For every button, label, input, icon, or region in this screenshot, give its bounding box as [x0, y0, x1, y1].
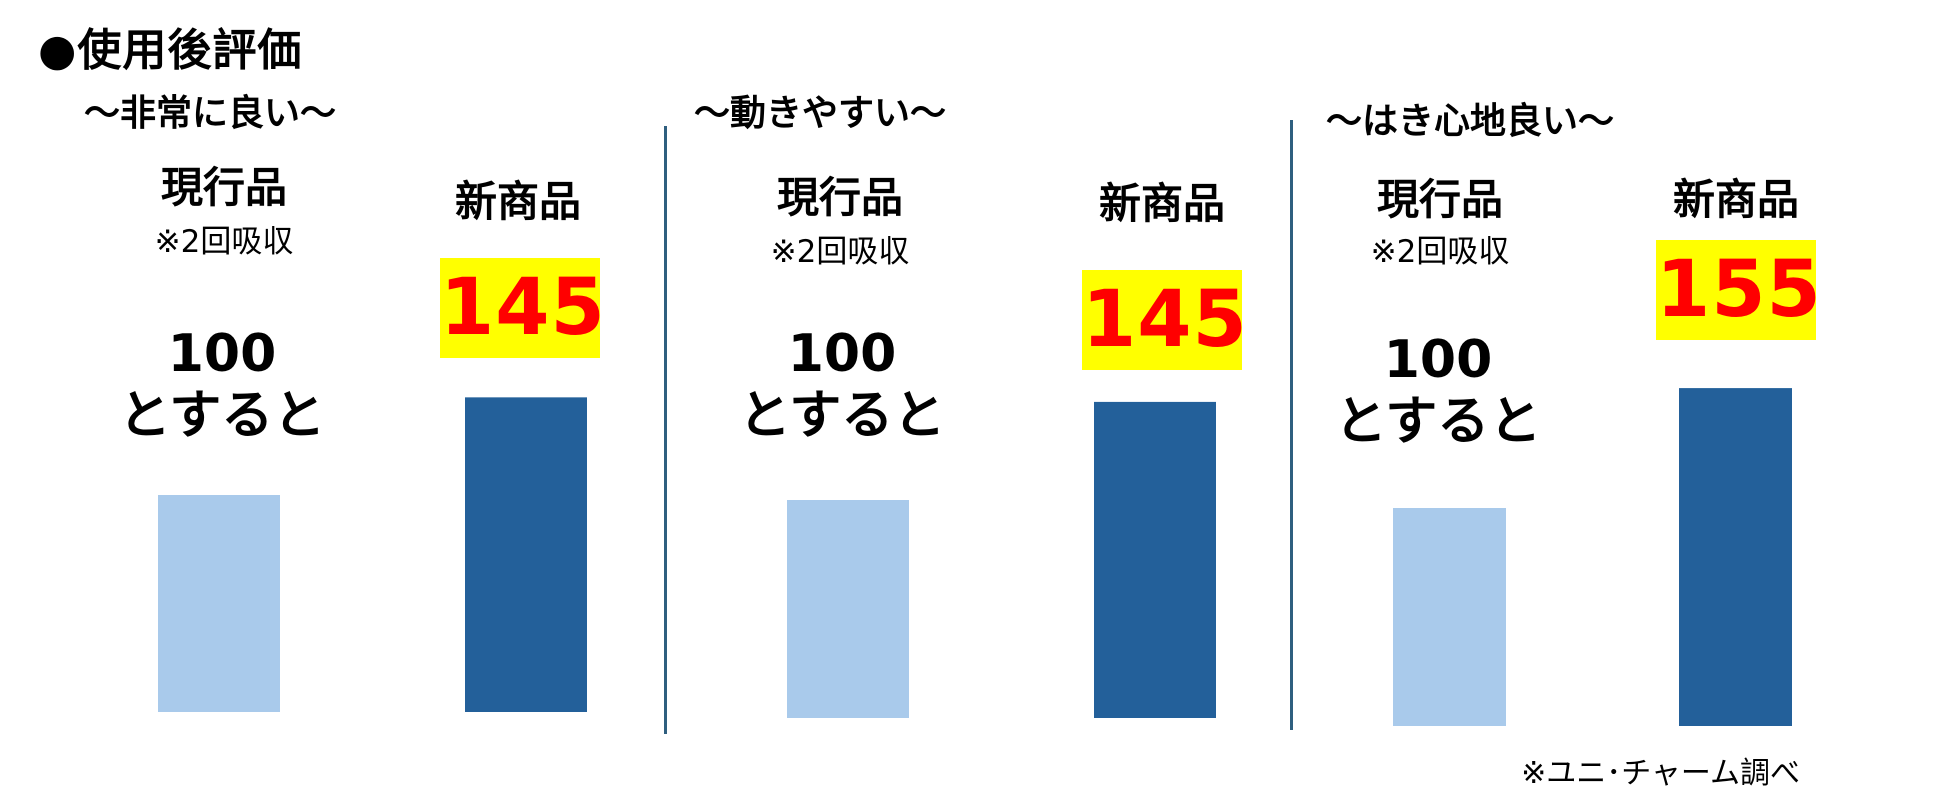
panel-2-new-value-badge: 145 [1082, 270, 1247, 370]
panel-2-base-value: 100 [787, 324, 897, 384]
panel-1-current-label: 現行品 [160, 163, 287, 212]
panel-1-bar-current [158, 495, 280, 712]
panel-divider-1 [664, 126, 667, 734]
panel-3-base-suffix: とすると [1334, 392, 1542, 452]
page-title: ●使用後評価 [38, 25, 303, 76]
panel-2-new-label: 新商品 [1098, 179, 1225, 228]
panel-2-bar-new [1094, 401, 1216, 718]
panel-1-base-suffix: とすると [118, 386, 326, 446]
panel-2-current-label: 現行品 [776, 173, 903, 222]
panel-3-subtitle: 〜はき心地良い〜 [1326, 101, 1615, 142]
panel-1-current-note: ※2回吸収 [154, 224, 294, 260]
panel-1-new-value-badge: 145 [440, 258, 605, 358]
panel-2-current-note: ※2回吸収 [770, 234, 910, 270]
panel-1-base-value: 100 [167, 324, 277, 384]
panel-3-current-note: ※2回吸収 [1370, 234, 1510, 270]
panel-1-subtitle: 〜非常に良い〜 [84, 93, 337, 134]
panel-2-bar-current [787, 500, 909, 718]
panel-3-bar-current [1393, 508, 1506, 726]
panel-3-new-value-badge: 155 [1656, 240, 1821, 340]
panel-3-current-label: 現行品 [1376, 175, 1503, 224]
panel-2-base-suffix: とすると [738, 386, 946, 446]
panel-2-subtitle: 〜動きやすい〜 [694, 93, 947, 134]
source-note: ※ユニ･チャーム調べ [1521, 756, 1800, 791]
panel-3-bar-new [1679, 388, 1792, 726]
panel-1-new-label: 新商品 [454, 177, 581, 226]
panel-divider-2 [1290, 120, 1293, 730]
panel-3-base-value: 100 [1383, 330, 1493, 390]
panel-1-bar-new [465, 397, 587, 712]
panel-3-new-label: 新商品 [1672, 175, 1799, 224]
